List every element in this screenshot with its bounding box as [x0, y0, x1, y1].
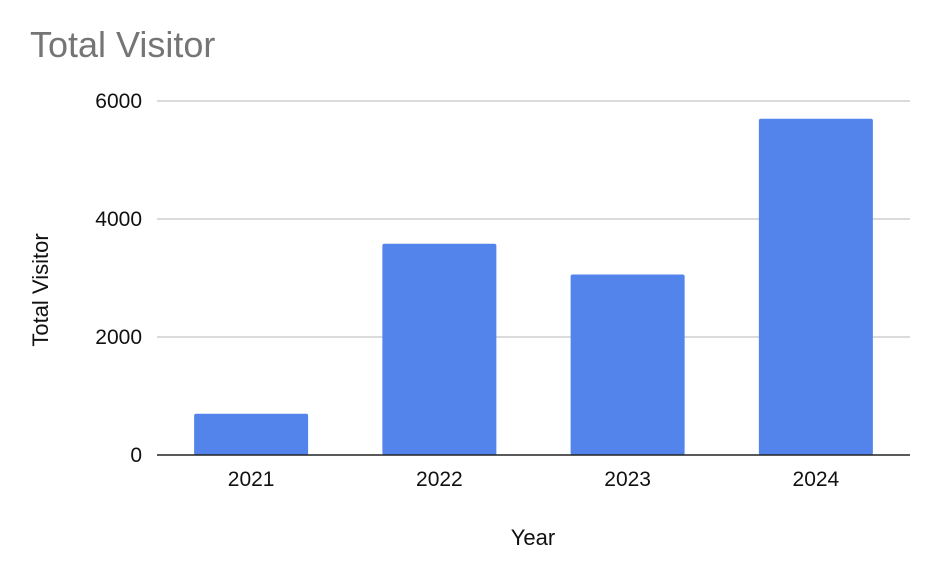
- y-tick-label-6000: 6000: [95, 90, 142, 113]
- y-axis-title: Total Visitor: [28, 233, 53, 346]
- y-tick-label-4000: 4000: [95, 208, 142, 231]
- x-axis-title: Year: [511, 525, 555, 550]
- bar-2023: [570, 274, 685, 455]
- x-tick-label-2021: 2021: [228, 468, 275, 491]
- x-tick-label-2022: 2022: [416, 468, 463, 491]
- bar-2021: [194, 413, 309, 455]
- y-tick-label-0: 0: [130, 444, 142, 467]
- chart-title: Total Visitor: [30, 24, 216, 65]
- labels-layer: 0 2000 4000 6000 2021 2022 2023 2024: [95, 90, 839, 491]
- x-tick-label-2024: 2024: [793, 468, 840, 491]
- bars-layer: [194, 118, 873, 455]
- bar-2024: [758, 118, 873, 455]
- x-tick-label-2023: 2023: [604, 468, 651, 491]
- y-tick-label-2000: 2000: [95, 326, 142, 349]
- bar-2022: [382, 243, 497, 455]
